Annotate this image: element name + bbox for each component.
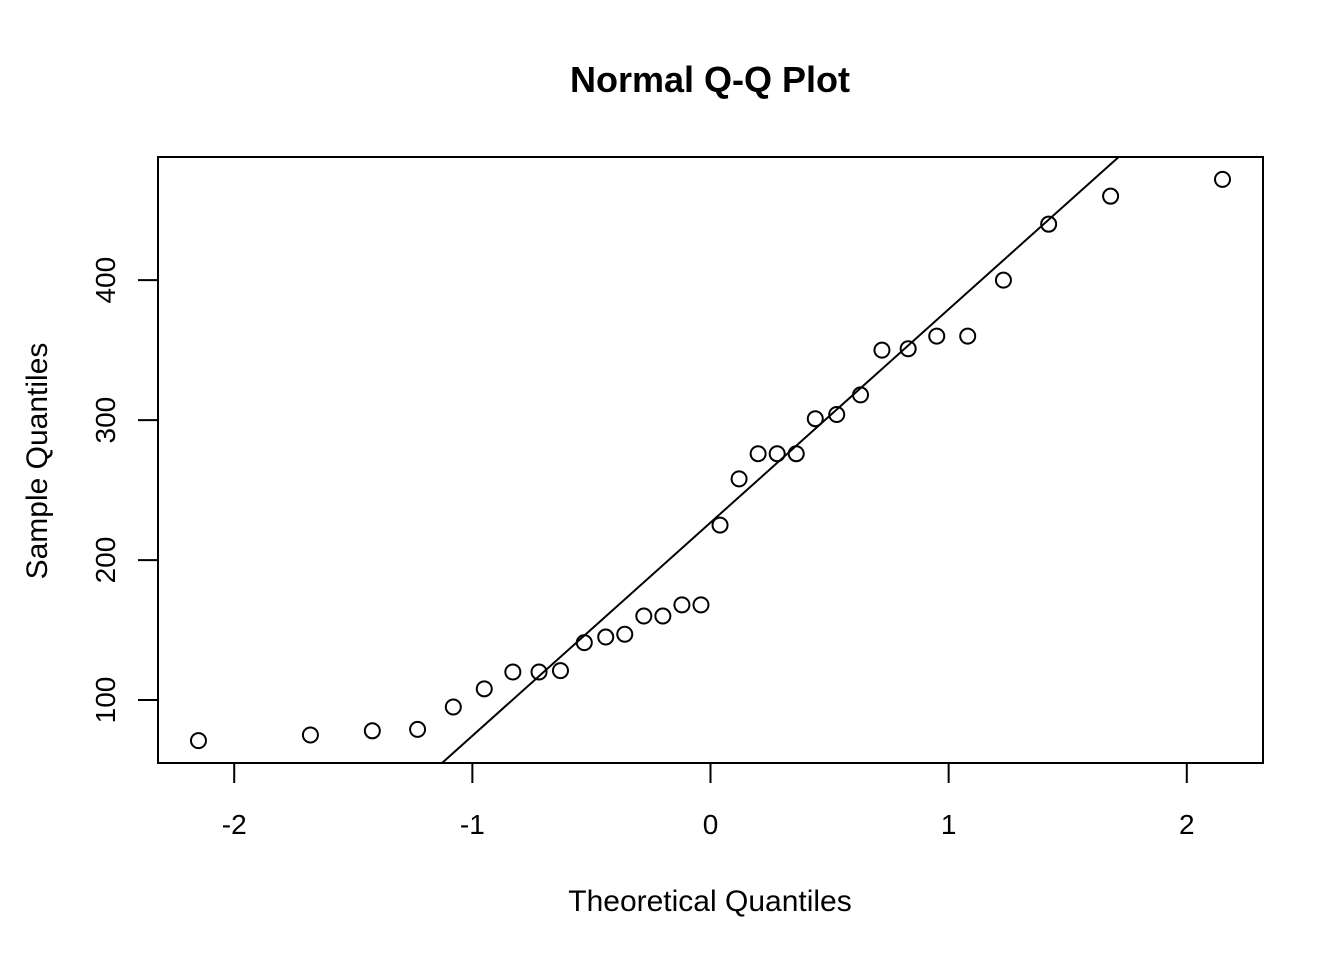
y-tick-label: 200 xyxy=(90,537,121,584)
data-point xyxy=(189,732,207,750)
data-point xyxy=(363,722,381,740)
x-tick-label: 0 xyxy=(703,809,719,840)
data-point xyxy=(575,634,593,652)
data-point xyxy=(994,271,1012,289)
data-point xyxy=(616,625,634,643)
data-point xyxy=(551,662,569,680)
data-point xyxy=(654,607,672,625)
data-point xyxy=(806,410,824,428)
y-tick-label: 100 xyxy=(90,677,121,724)
plot-frame xyxy=(157,156,1264,764)
x-tick-label: 1 xyxy=(941,809,957,840)
y-axis-label: Sample Quantiles xyxy=(21,343,54,580)
data-point xyxy=(749,445,767,463)
data-point xyxy=(673,596,691,614)
data-point xyxy=(597,628,615,646)
data-point xyxy=(1214,170,1232,188)
data-point xyxy=(692,596,710,614)
data-point xyxy=(768,445,786,463)
data-point xyxy=(899,340,917,358)
data-point xyxy=(301,726,319,744)
x-tick-label: -1 xyxy=(460,809,485,840)
data-point xyxy=(475,680,493,698)
data-point xyxy=(444,698,462,716)
data-point xyxy=(504,663,522,681)
data-point xyxy=(409,720,427,738)
x-tick-label: -2 xyxy=(222,809,247,840)
data-point xyxy=(928,327,946,345)
x-axis: -2 -1 0 1 2 xyxy=(222,762,1195,840)
data-point xyxy=(828,406,846,424)
data-point xyxy=(730,470,748,488)
chart-title: Normal Q-Q Plot xyxy=(570,59,850,100)
y-tick-label: 400 xyxy=(90,257,121,304)
data-point xyxy=(1102,187,1120,205)
points-group xyxy=(189,170,1232,750)
data-point xyxy=(1040,215,1058,233)
y-tick-label: 300 xyxy=(90,397,121,444)
y-axis: 100 200 300 400 xyxy=(90,257,159,724)
data-point xyxy=(787,445,805,463)
data-point xyxy=(852,386,870,404)
data-point xyxy=(635,607,653,625)
x-tick-label: 2 xyxy=(1179,809,1195,840)
data-point xyxy=(959,327,977,345)
x-axis-label: Theoretical Quantiles xyxy=(568,885,851,918)
data-point xyxy=(711,516,729,534)
data-point xyxy=(873,341,891,359)
data-point xyxy=(530,663,548,681)
